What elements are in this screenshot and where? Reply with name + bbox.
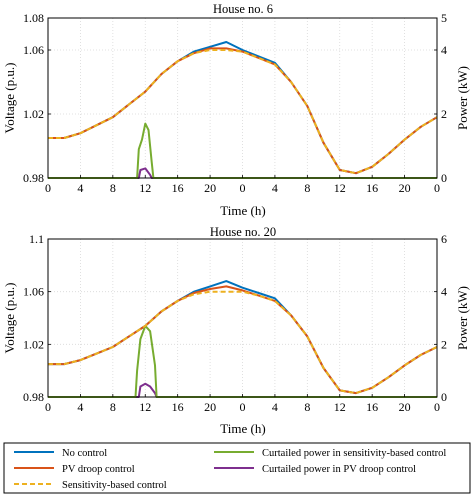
y-tick-label: 1.02	[23, 107, 44, 121]
x-tick-label: 4	[77, 400, 83, 414]
x-tick-label: 16	[366, 181, 378, 195]
grid	[47, 238, 438, 398]
series-line-no-control	[48, 280, 438, 395]
y2-tick-label: 0	[441, 171, 447, 185]
x-tick-label: 12	[334, 400, 346, 414]
x-axis-label: Time (h)	[220, 421, 265, 436]
x-tick-label: 16	[172, 181, 184, 195]
x-tick-label: 0	[434, 400, 440, 414]
x-tick-label: 4	[272, 400, 278, 414]
chart-title: House no. 20	[210, 225, 276, 239]
x-tick-label: 4	[77, 181, 83, 195]
x-tick-label: 16	[366, 400, 378, 414]
chart-title: House no. 6	[213, 2, 273, 16]
x-tick-label: 16	[172, 400, 184, 414]
y-tick-label: 0.98	[23, 171, 44, 185]
x-tick-label: 0	[240, 400, 246, 414]
legend: No control PV droop control Sensitivity-ba…	[3, 442, 471, 494]
y2-tick-label: 0	[441, 390, 447, 404]
y2-axis-label: Power (kW)	[455, 286, 470, 350]
y2-tick-label: 6	[441, 232, 447, 246]
x-tick-label: 8	[304, 181, 310, 195]
x-tick-label: 4	[272, 181, 278, 195]
y2-tick-label: 2	[441, 337, 447, 351]
x-tick-label: 8	[110, 181, 116, 195]
legend-label: No control	[62, 448, 107, 459]
x-tick-label: 0	[45, 181, 51, 195]
x-tick-label: 0	[240, 181, 246, 195]
series-line-curtailed-sensitivity	[48, 122, 437, 179]
series-line-sensitivity	[48, 290, 438, 395]
chart-house-6: House no. 6 0 4 8 12 16 20 0 4 8 12 16 20 00.981.021…	[2, 2, 470, 218]
y-tick-label: 1.06	[23, 285, 44, 299]
series-line-pv-droop	[48, 47, 438, 175]
x-tick-label: 12	[139, 181, 151, 195]
legend-label: Sensitivity-based control	[62, 480, 167, 491]
y2-tick-label: 4	[441, 43, 447, 57]
x-tick-label: 12	[139, 400, 151, 414]
x-tick-label: 20	[204, 181, 216, 195]
grid	[47, 17, 438, 179]
chart-house-20: House no. 20 0 4 8 12 16 20 0 4 8 12 16 20 00.981.02…	[2, 225, 470, 436]
x-tick-label: 8	[110, 400, 116, 414]
y2-axis-label: Power (kW)	[455, 66, 470, 130]
y-tick-label: 0.98	[23, 390, 44, 404]
x-tick-label: 8	[304, 400, 310, 414]
y-axis-label: Voltage (p.u.)	[2, 63, 17, 134]
y-axis-label: Voltage (p.u.)	[2, 283, 17, 354]
y-tick-label: 1.1	[29, 232, 44, 246]
x-tick-label: 0	[434, 181, 440, 195]
legend-label: PV droop control	[62, 464, 135, 475]
y-tick-label: 1.08	[23, 11, 44, 25]
x-tick-label: 20	[204, 400, 216, 414]
legend-label: Curtailed power in sensitivity-based con…	[262, 448, 446, 459]
x-tick-label: 20	[399, 181, 411, 195]
plot-area	[48, 41, 438, 179]
y2-tick-label: 4	[441, 285, 447, 299]
y-tick-label: 1.06	[23, 43, 44, 57]
x-axis-label: Time (h)	[220, 203, 265, 218]
x-tick-label: 20	[399, 400, 411, 414]
x-tick-label: 12	[334, 181, 346, 195]
x-tick-label: 0	[45, 400, 51, 414]
legend-label: Curtailed power in PV droop control	[262, 464, 416, 475]
y-tick-label: 1.02	[23, 337, 44, 351]
plot-area	[48, 280, 438, 398]
y2-tick-label: 5	[441, 11, 447, 25]
y2-tick-label: 2	[441, 107, 447, 121]
